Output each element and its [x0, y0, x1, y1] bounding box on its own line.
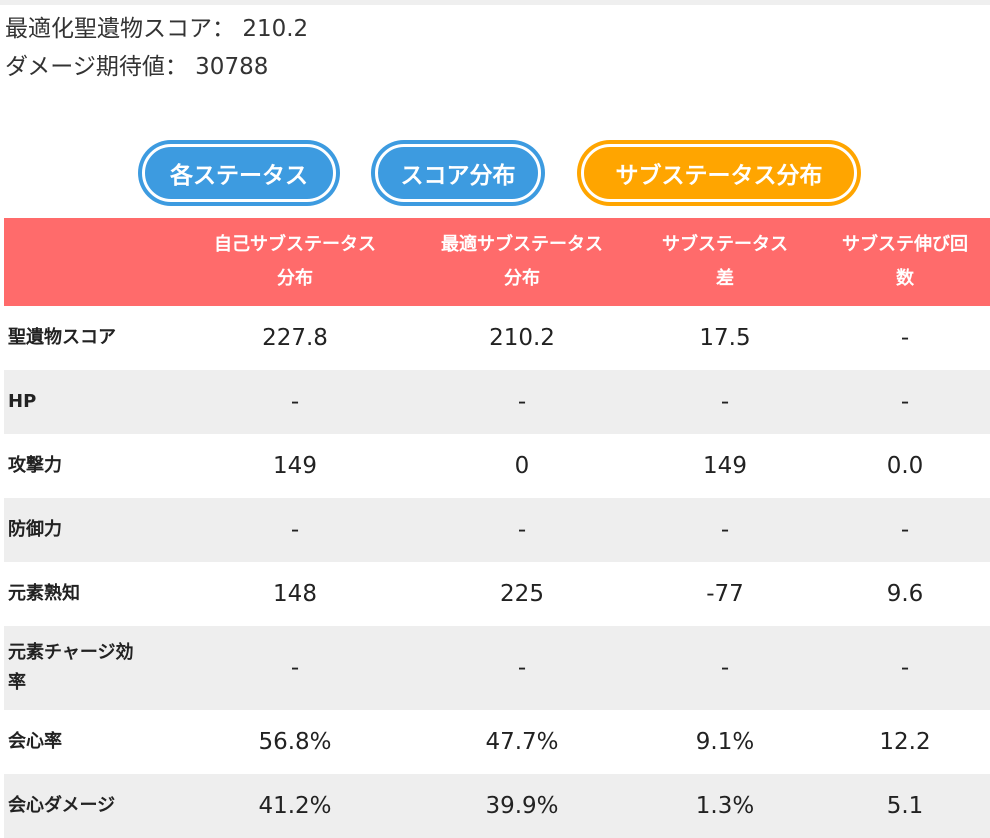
- row-roll-count: 5.1: [820, 774, 990, 838]
- row-stat-name-line1: 攻撃力: [8, 455, 62, 476]
- row-optimal-value: 225: [500, 581, 544, 607]
- row-stat-name-line2: 率: [8, 672, 26, 693]
- row-stat-name-line1: 会心率: [8, 731, 62, 752]
- row-self-value: 41.2%: [176, 774, 414, 838]
- row-stat-name: 防御力: [4, 498, 176, 562]
- tab-substat-distribution-label: サブステータス分布: [581, 144, 857, 202]
- header-optimal-distribution: 最適サブステータス 分布: [414, 218, 630, 306]
- summary-block: 最適化聖遺物スコア： 210.2 ダメージ期待値： 30788: [5, 10, 308, 86]
- table-row: 攻撃力 149 0 149 0.0: [4, 434, 990, 498]
- header-roll-count: サブステ伸び回 数: [820, 218, 990, 306]
- row-self-value: 149: [273, 453, 317, 479]
- row-stat-name-line1: 防御力: [8, 519, 62, 540]
- table-row: 聖遺物スコア 227.8 210.2 17.5 -: [4, 306, 990, 370]
- optimized-score-label: 最適化聖遺物スコア：: [5, 16, 235, 42]
- row-optimal-value: -: [414, 370, 630, 434]
- tab-score-distribution-label: スコア分布: [375, 144, 541, 202]
- header-substat-difference: サブステータス 差: [630, 218, 820, 306]
- row-difference-value: -: [630, 370, 820, 434]
- row-difference-value: -: [630, 498, 820, 562]
- row-self-value: 227.8: [262, 325, 328, 351]
- optimized-score-line: 最適化聖遺物スコア： 210.2: [5, 10, 308, 48]
- row-stat-name: HP: [4, 370, 176, 434]
- row-stat-name-line1: 会心ダメージ: [8, 795, 116, 816]
- damage-label: ダメージ期待値：: [5, 54, 188, 80]
- row-stat-name: 聖遺物スコア: [4, 306, 176, 370]
- row-optimal-value: 210.2: [489, 325, 555, 351]
- row-stat-name-line1: 聖遺物スコア: [8, 327, 116, 348]
- row-stat-name-line1: 元素チャージ効: [8, 642, 134, 663]
- row-roll-count: -: [820, 370, 990, 434]
- row-roll-count: -: [900, 325, 910, 351]
- table-row: HP - - - -: [4, 370, 990, 434]
- table-header-row: 自己サブステータス 分布 最適サブステータス 分布 サブステータス 差 サブステ…: [4, 218, 990, 306]
- row-stat-name: 元素熟知: [4, 562, 176, 626]
- row-difference-value: -77: [706, 581, 744, 607]
- table-row: 会心率 56.8% 47.7% 9.1% 12.2: [4, 710, 990, 774]
- row-difference-value: 9.1%: [695, 729, 755, 755]
- row-optimal-value: -: [414, 498, 630, 562]
- row-optimal-value: 0: [514, 453, 530, 479]
- table-row: 元素チャージ効率 - - - -: [4, 626, 990, 710]
- table-row: 元素熟知 148 225 -77 9.6: [4, 562, 990, 626]
- row-stat-name: 攻撃力: [4, 434, 176, 498]
- optimized-score-value: 210.2: [242, 16, 309, 42]
- row-self-value: 56.8%: [258, 729, 332, 755]
- tab-each-status-label: 各ステータス: [142, 144, 336, 202]
- table-row: 防御力 - - - -: [4, 498, 990, 562]
- row-stat-name: 会心率: [4, 710, 176, 774]
- tab-each-status[interactable]: 各ステータス: [138, 140, 340, 206]
- damage-value: 30788: [195, 54, 269, 80]
- substat-table: 自己サブステータス 分布 最適サブステータス 分布 サブステータス 差 サブステ…: [4, 218, 990, 838]
- header-label-column: [4, 218, 176, 306]
- header-self-distribution: 自己サブステータス 分布: [176, 218, 414, 306]
- table-body: 聖遺物スコア 227.8 210.2 17.5- HP - - - - 攻撃力 149 0 149 0.0…: [4, 306, 990, 838]
- row-roll-count: 9.6: [886, 581, 924, 607]
- tab-substat-distribution[interactable]: サブステータス分布: [577, 140, 861, 206]
- row-roll-count: -: [820, 626, 990, 710]
- row-stat-name: 元素チャージ効率: [4, 626, 176, 710]
- row-optimal-value: 39.9%: [414, 774, 630, 838]
- top-divider: [0, 0, 990, 5]
- row-difference-value: 17.5: [699, 325, 751, 351]
- tab-score-distribution[interactable]: スコア分布: [371, 140, 545, 206]
- row-self-value: 148: [273, 581, 317, 607]
- damage-line: ダメージ期待値： 30788: [5, 48, 308, 86]
- row-optimal-value: 47.7%: [485, 729, 559, 755]
- row-stat-name-line1: 元素熟知: [8, 583, 80, 604]
- table-row: 会心ダメージ 41.2% 39.9% 1.3% 5.1: [4, 774, 990, 838]
- row-difference-value: 1.3%: [630, 774, 820, 838]
- row-difference-value: -: [630, 626, 820, 710]
- row-roll-count: -: [820, 498, 990, 562]
- view-tabs: 各ステータス スコア分布 サブステータス分布: [0, 140, 990, 208]
- row-roll-count: 12.2: [879, 729, 931, 755]
- row-self-value: -: [176, 498, 414, 562]
- row-stat-name-line1: HP: [8, 391, 37, 412]
- row-self-value: -: [176, 370, 414, 434]
- row-difference-value: 149: [703, 453, 747, 479]
- row-roll-count: 0.0: [886, 453, 924, 479]
- row-self-value: -: [176, 626, 414, 710]
- row-stat-name: 会心ダメージ: [4, 774, 176, 838]
- row-optimal-value: -: [414, 626, 630, 710]
